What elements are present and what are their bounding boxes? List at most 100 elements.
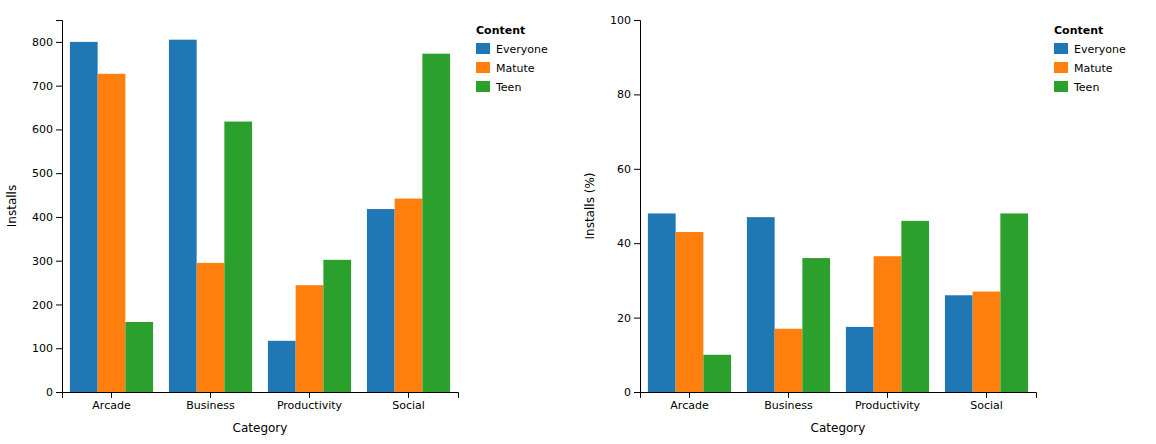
bar	[945, 295, 973, 392]
y-tick-label: 100	[610, 14, 631, 27]
y-tick-mark	[56, 173, 62, 174]
y-tick: 60	[617, 163, 640, 176]
x-tick: Arcade	[670, 392, 709, 412]
x-axis-line	[63, 393, 459, 399]
y-tick-label: 0	[624, 386, 631, 399]
bar-series	[703, 213, 1028, 392]
x-axis-title: Category	[233, 421, 288, 435]
legend-title: Content	[476, 24, 525, 37]
y-tick-mark	[634, 243, 640, 244]
bar	[676, 232, 704, 392]
x-tick-mark	[309, 392, 310, 398]
x-tick-mark	[986, 392, 987, 398]
y-tick-label: 20	[617, 312, 631, 325]
y-tick: 600	[32, 123, 62, 136]
y-tick-mark	[56, 261, 62, 262]
legend: Content Everyone Matute Teen	[1054, 24, 1126, 94]
bar	[323, 260, 351, 392]
x-tick: Arcade	[92, 392, 131, 412]
panel: 0100200300400500600700800ArcadeBusinessP…	[5, 21, 548, 436]
y-tick-label: 300	[32, 255, 53, 268]
x-tick: Productivity	[855, 392, 921, 412]
bar-series	[648, 213, 973, 392]
legend-label: Everyone	[1074, 43, 1126, 56]
y-tick-label: 200	[32, 298, 53, 311]
x-tick-label: Business	[186, 399, 235, 412]
y-tick-mark	[634, 318, 640, 319]
bar	[703, 355, 731, 392]
y-tick: 100	[610, 14, 640, 27]
y-axis-title: Installs	[5, 185, 19, 227]
bar	[197, 263, 225, 392]
y-axis-line	[634, 21, 641, 393]
bar	[169, 40, 197, 392]
x-tick-label: Productivity	[277, 399, 343, 412]
x-tick-label: Social	[970, 399, 1003, 412]
plot-area	[648, 213, 1028, 392]
y-tick: 100	[32, 342, 62, 355]
x-tick-mark	[689, 392, 690, 398]
bar	[422, 54, 450, 392]
legend-item: Everyone	[476, 43, 548, 56]
x-tick-label: Business	[764, 399, 813, 412]
legend-swatch	[1054, 62, 1068, 73]
x-tick-mark	[408, 392, 409, 398]
y-tick: 800	[32, 36, 62, 49]
y-tick-label: 800	[32, 36, 53, 49]
bar	[70, 42, 98, 392]
y-tick-mark	[56, 86, 62, 87]
legend-title: Content	[1054, 24, 1103, 37]
bar	[846, 327, 874, 392]
legend-item: Teen	[476, 81, 521, 94]
bar	[125, 322, 153, 392]
x-axis: Arcade Business Productivity Social	[63, 392, 459, 412]
bar	[747, 217, 775, 392]
x-tick-mark	[210, 392, 211, 398]
legend-label: Teen	[495, 81, 521, 94]
legend-label: Teen	[1073, 81, 1099, 94]
legend-swatch	[476, 62, 490, 73]
bar	[874, 256, 902, 392]
x-axis-line	[641, 393, 1037, 399]
y-axis-title: Installs (%)	[583, 173, 597, 240]
legend-swatch	[1054, 81, 1068, 92]
bar	[296, 285, 324, 392]
bar	[268, 341, 296, 392]
bar	[973, 292, 1001, 392]
y-tick-mark	[634, 169, 640, 170]
legend-label: Everyone	[496, 43, 548, 56]
y-tick-mark	[56, 304, 62, 305]
y-tick-mark	[56, 42, 62, 43]
x-tick-label: Productivity	[855, 399, 921, 412]
y-tick: 400	[32, 211, 62, 224]
y-tick: 300	[32, 255, 62, 268]
x-tick: Social	[970, 392, 1003, 412]
x-tick: Business	[186, 392, 235, 412]
y-tick-mark	[634, 20, 640, 21]
y-tick: 0	[46, 386, 62, 399]
legend-item: Everyone	[1054, 43, 1126, 56]
y-tick-label: 80	[617, 88, 631, 101]
x-tick-mark	[788, 392, 789, 398]
y-tick: 700	[32, 80, 62, 93]
bar-series	[676, 232, 1001, 392]
x-tick: Productivity	[277, 392, 343, 412]
y-tick-mark	[634, 392, 640, 393]
x-tick: Social	[392, 392, 425, 412]
legend-item: Matute	[1054, 62, 1113, 75]
bar	[98, 74, 126, 392]
x-axis: Arcade Business Productivity Social	[641, 392, 1037, 412]
y-tick: 20	[617, 312, 640, 325]
y-tick-mark	[56, 217, 62, 218]
legend-label: Matute	[496, 62, 535, 75]
legend: Content Everyone Matute Teen	[476, 24, 548, 94]
x-tick-label: Arcade	[670, 399, 709, 412]
x-tick-mark	[111, 392, 112, 398]
y-tick-mark	[634, 94, 640, 95]
legend-swatch	[476, 43, 490, 54]
legend-item: Matute	[476, 62, 535, 75]
bar	[901, 221, 929, 392]
bar	[802, 258, 830, 392]
y-tick-label: 400	[32, 211, 53, 224]
y-tick-label: 700	[32, 80, 53, 93]
